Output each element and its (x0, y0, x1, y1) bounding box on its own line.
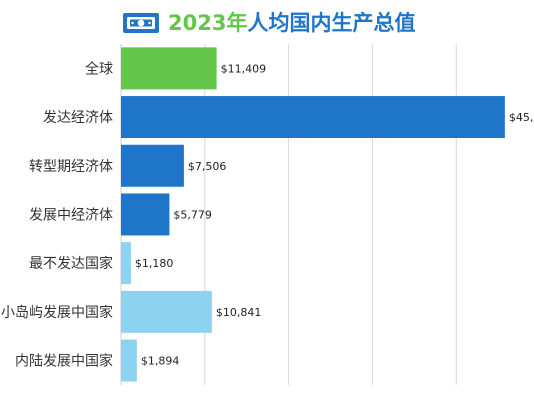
chart-title-text: 人均国内生产总值 (247, 10, 416, 35)
category-label-3: 转型期经济体 (29, 159, 113, 175)
value-label-3: $7,506 (188, 160, 227, 173)
bar-7 (121, 339, 137, 382)
chart-title-year: 2023年 (168, 10, 248, 35)
bar-6 (121, 290, 212, 333)
category-label-1: 全球 (85, 60, 113, 77)
category-label-6: 小岛屿发展中国家 (1, 304, 113, 321)
bar-3 (121, 144, 184, 187)
chart-header: 2023年人均国内生产总值 (122, 8, 415, 38)
value-label-6: $10,841 (216, 306, 262, 319)
value-label-1: $11,409 (221, 62, 267, 75)
value-label-4: $5,779 (173, 208, 212, 221)
category-label-7: 内陆发展中国家 (15, 353, 113, 370)
value-label-5: $1,180 (135, 257, 174, 270)
bar-4 (121, 193, 170, 236)
bar-2 (121, 96, 505, 139)
chart-title: 2023年人均国内生产总值 (168, 10, 416, 35)
value-label-2: $45,806 (509, 111, 534, 124)
money-icon (122, 11, 160, 35)
category-label-4: 发展中经济体 (29, 207, 113, 223)
value-label-7: $1,894 (141, 355, 180, 368)
bar-5 (121, 242, 131, 285)
category-label-2: 发达经济体 (43, 110, 113, 126)
category-label-5: 最不发达国家 (29, 255, 113, 272)
bar-1 (121, 47, 217, 90)
